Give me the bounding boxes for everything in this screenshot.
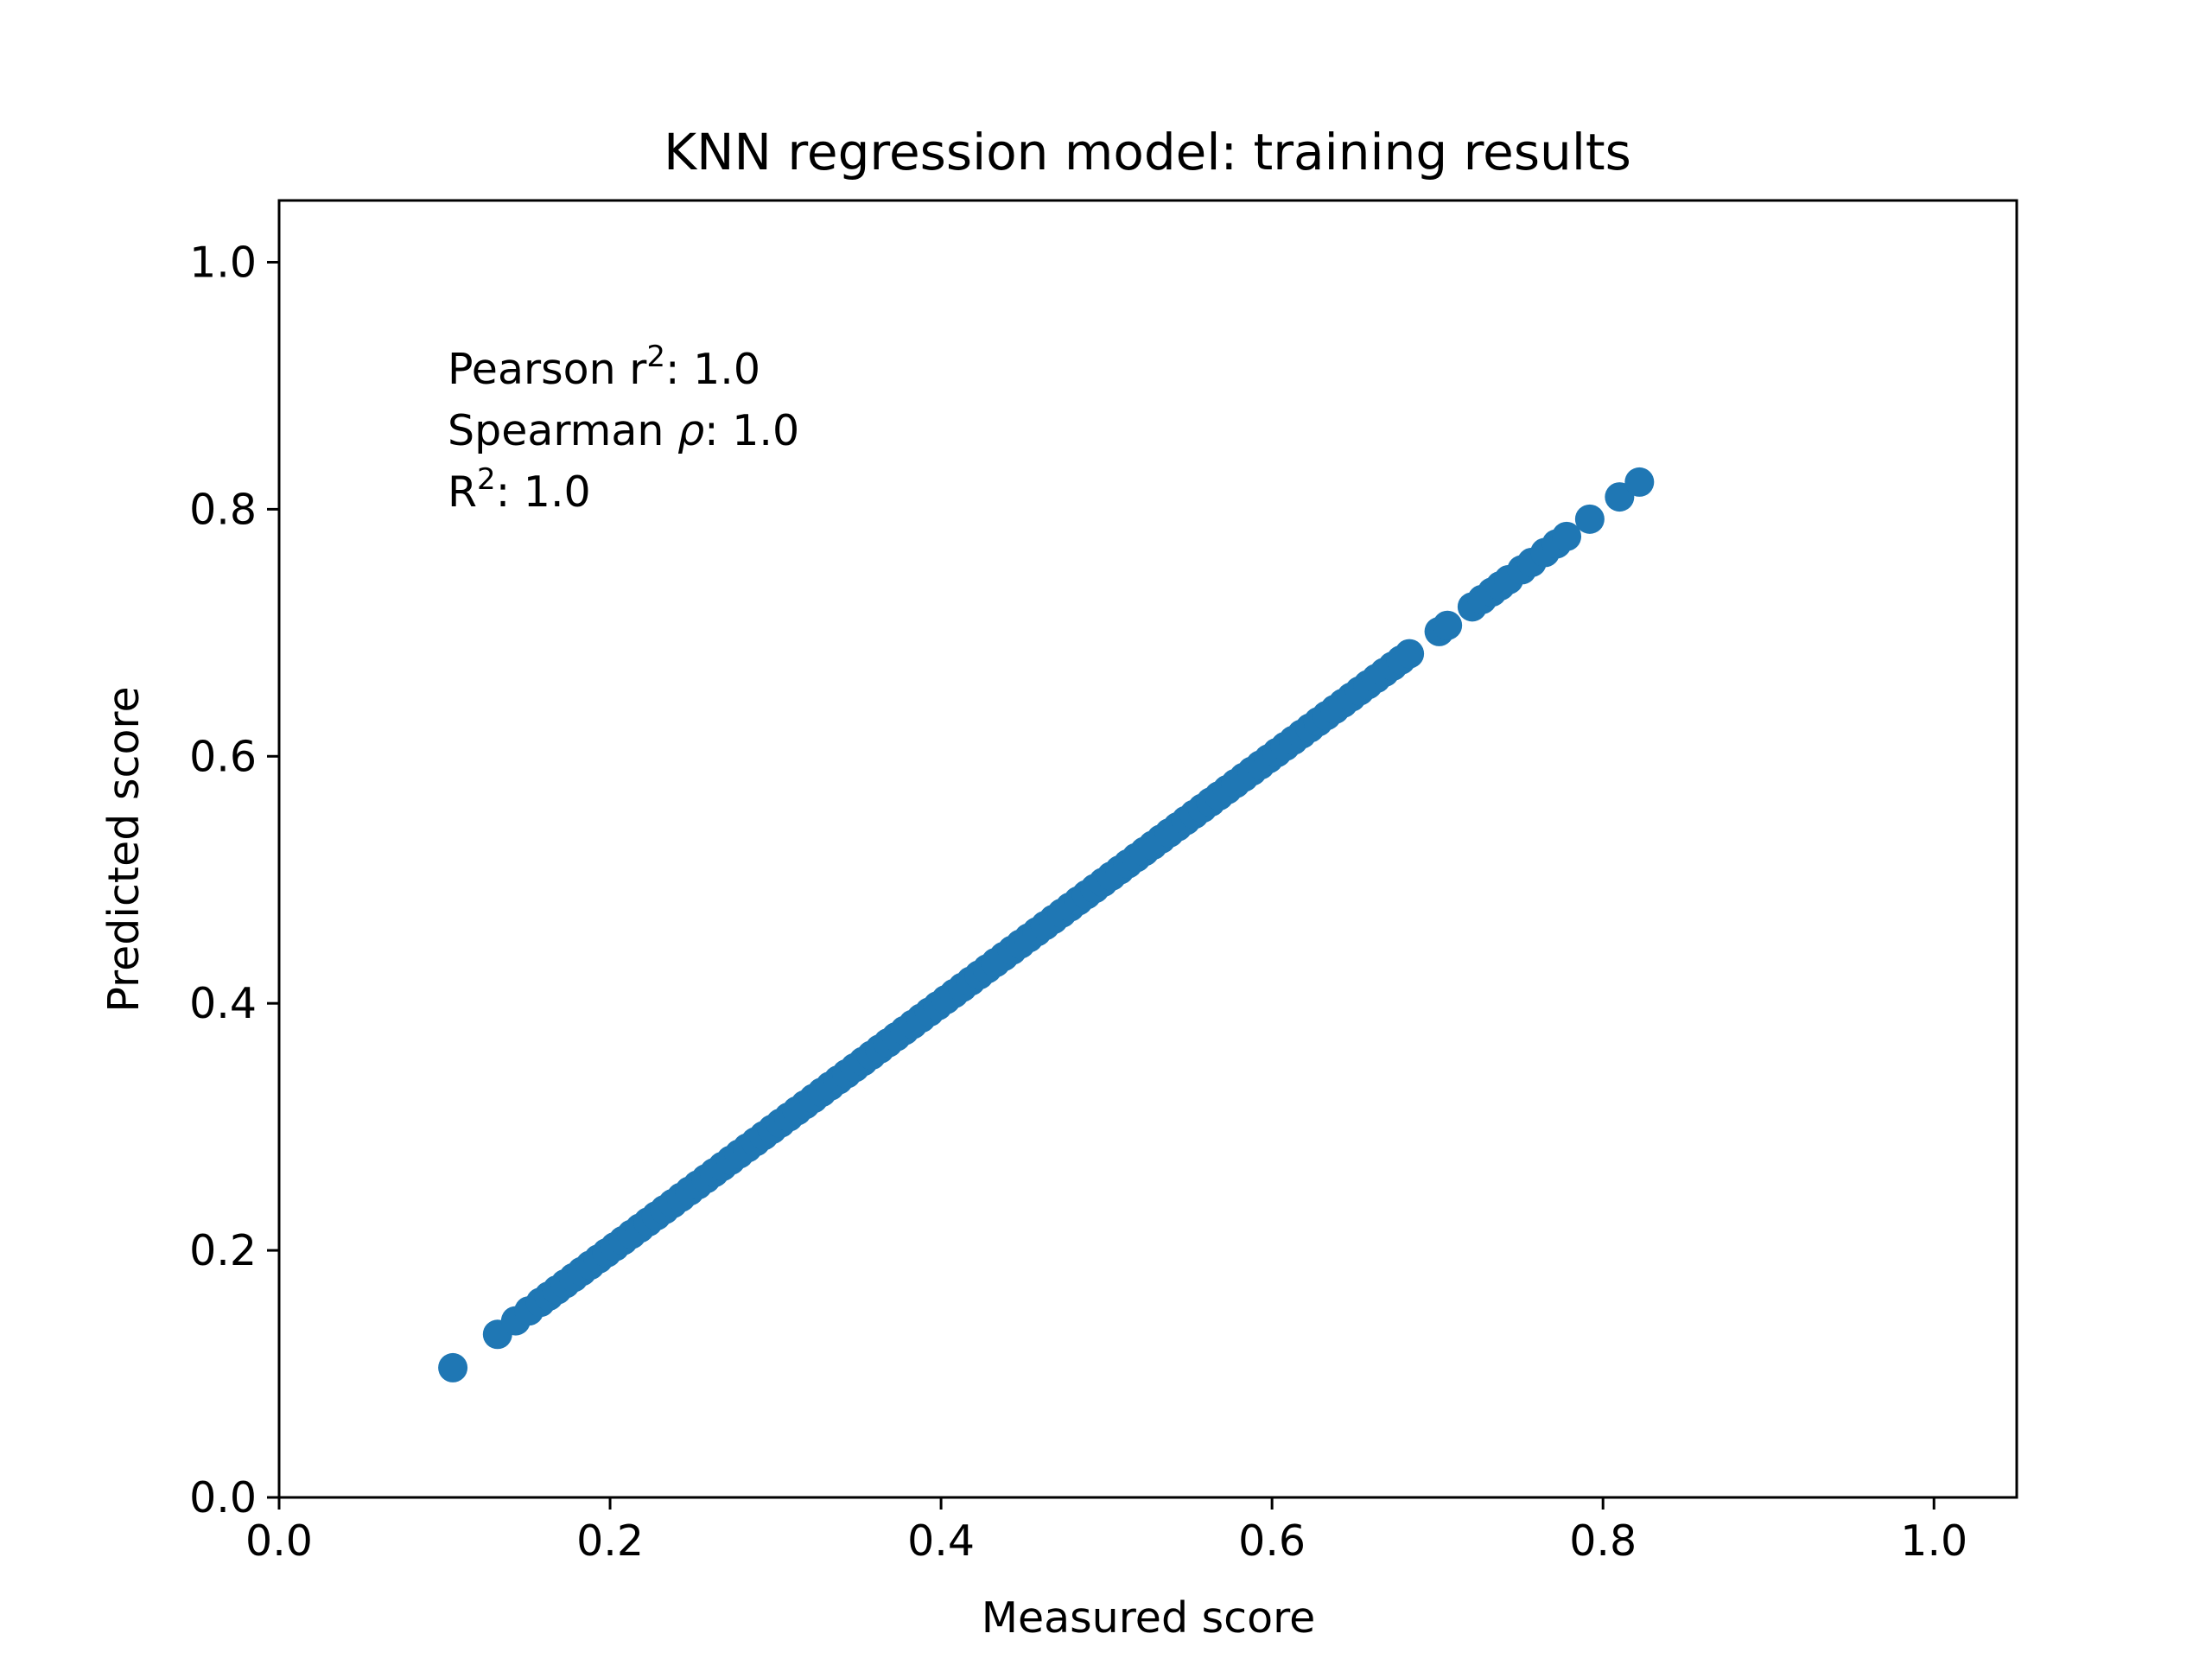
y-tick-label: 1.0 xyxy=(189,238,257,287)
scatter-point xyxy=(1433,610,1463,640)
spearman-symbol: ρ xyxy=(677,406,704,455)
stats-annotation: Pearson r2: 1.0 Spearman ρ: 1.0 R2: 1.0 xyxy=(448,340,799,517)
axes-frame xyxy=(277,199,2018,1499)
r2-value: : 1.0 xyxy=(496,467,591,517)
x-tick-label: 1.0 xyxy=(1900,1516,1967,1566)
chart-title: KNN regression model: training results xyxy=(664,123,1631,181)
pearson-annotation: Pearson r2: 1.0 xyxy=(448,340,760,394)
scatter-point xyxy=(1574,504,1605,534)
x-tick-label: 0.0 xyxy=(245,1516,313,1566)
spearman-label: Spearman xyxy=(448,406,677,455)
r2-annotation: R2: 1.0 xyxy=(448,462,591,517)
x-axis-ticks: 0.0 0.2 0.4 0.6 0.8 1.0 xyxy=(245,1497,1967,1566)
pearson-superscript: 2 xyxy=(646,340,665,374)
spearman-value: : 1.0 xyxy=(704,406,799,455)
r2-superscript: 2 xyxy=(477,462,496,497)
y-axis-label: Predicted score xyxy=(99,686,149,1012)
y-axis-ticks: 0.0 0.2 0.4 0.6 0.8 1.0 xyxy=(189,238,279,1522)
y-tick-label: 0.4 xyxy=(189,979,257,1028)
y-tick-label: 0.0 xyxy=(189,1473,257,1522)
pearson-label: Pearson r xyxy=(448,345,647,394)
x-tick-label: 0.6 xyxy=(1238,1516,1306,1566)
y-tick-label: 0.8 xyxy=(189,485,257,534)
y-tick-label: 0.6 xyxy=(189,732,257,781)
scatter-point xyxy=(438,1352,468,1382)
scatter-point xyxy=(1395,639,1425,669)
plot-area xyxy=(277,199,2018,1499)
y-tick-label: 0.2 xyxy=(189,1226,257,1275)
pearson-value: : 1.0 xyxy=(665,345,760,394)
scatter-point xyxy=(1552,521,1582,551)
x-axis-label: Measured score xyxy=(982,1593,1316,1643)
x-tick-label: 0.8 xyxy=(1569,1516,1637,1566)
x-tick-label: 0.4 xyxy=(907,1516,975,1566)
r2-label: R xyxy=(448,467,477,517)
x-tick-label: 0.2 xyxy=(576,1516,644,1566)
scatter-point xyxy=(1624,467,1655,497)
points-layer xyxy=(438,467,1655,1382)
spearman-annotation: Spearman ρ: 1.0 xyxy=(448,406,799,455)
